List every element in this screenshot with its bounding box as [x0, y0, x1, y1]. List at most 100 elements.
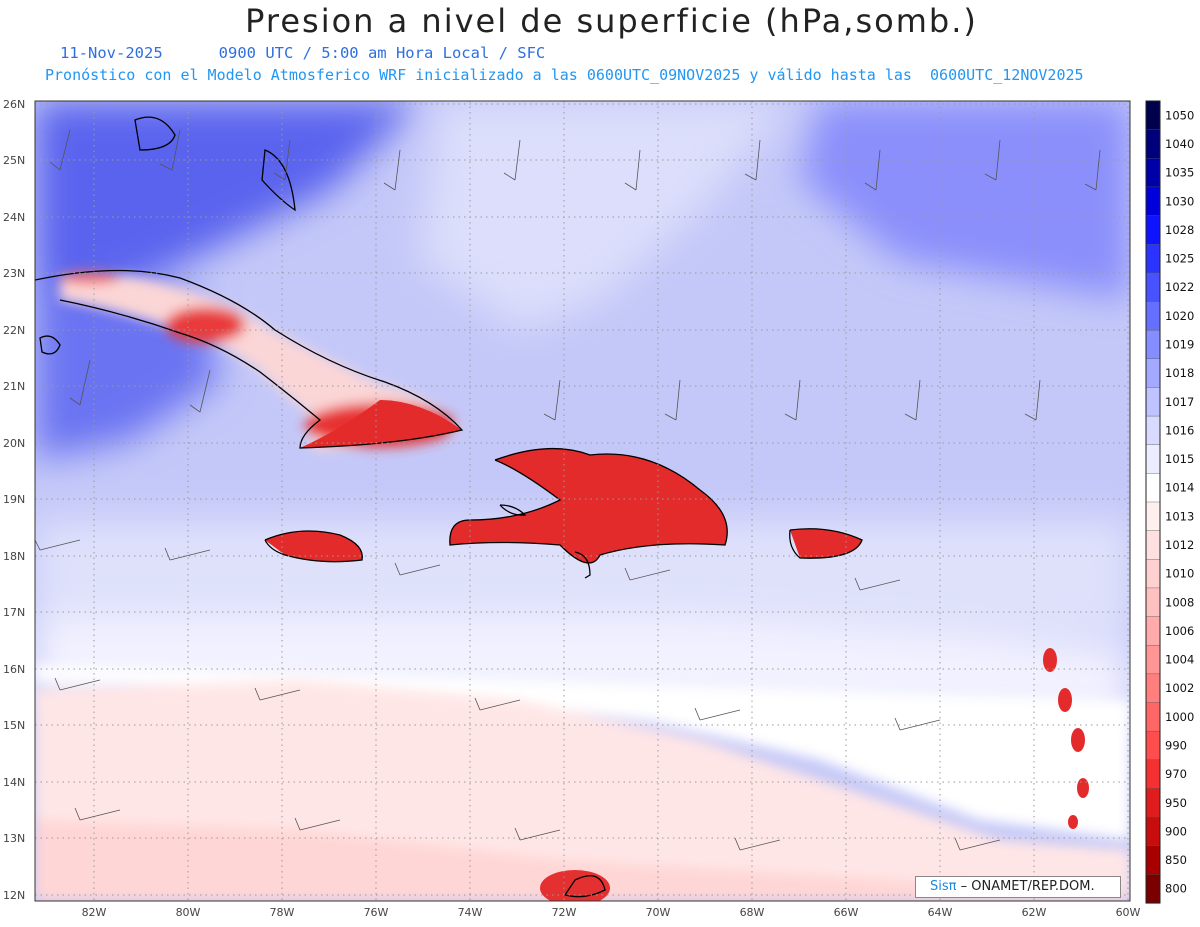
- colorbar-label: 1030: [1165, 194, 1194, 208]
- colorbar-swatch: [1145, 759, 1161, 790]
- lat-label: 17N: [3, 606, 25, 619]
- lat-label: 18N: [3, 550, 25, 563]
- colorbar-label: 950: [1165, 796, 1187, 810]
- colorbar-label: 1006: [1165, 624, 1194, 638]
- chart-title: Presion a nivel de superficie (hPa,somb.…: [245, 2, 978, 40]
- colorbar-label: 1014: [1165, 481, 1194, 495]
- lon-label: 80W: [176, 906, 201, 919]
- lat-label: 22N: [3, 324, 25, 337]
- colorbar-swatch: [1145, 845, 1161, 875]
- colorbar-swatch: [1145, 129, 1161, 159]
- lat-label: 21N: [3, 380, 25, 393]
- colorbar-swatch: [1145, 444, 1161, 474]
- colorbar-swatch: [1145, 100, 1161, 131]
- lat-label: 12N: [3, 889, 25, 902]
- lat-label: 15N: [3, 719, 25, 732]
- subtitle-date-line: 11-Nov-2025 0900 UTC / 5:00 am Hora Local…: [60, 44, 545, 62]
- colorbar-swatch: [1145, 186, 1161, 217]
- credit-box: Sisπ – ONAMET/REP.DOM.: [915, 876, 1121, 898]
- graticule: [35, 101, 1130, 901]
- lon-label: 62W: [1022, 906, 1047, 919]
- colorbar-swatch: [1145, 673, 1161, 704]
- colorbar-label: 900: [1165, 824, 1187, 838]
- colorbar-label: 1025: [1165, 252, 1194, 266]
- model-info-line: Pronóstico con el Modelo Atmosferico WRF…: [45, 66, 1084, 84]
- lat-label: 14N: [3, 776, 25, 789]
- wind-barbs: [34, 129, 1101, 851]
- colorbar-label: 1017: [1165, 395, 1194, 409]
- lat-label: 20N: [3, 437, 25, 450]
- colorbar-label: 1013: [1165, 509, 1194, 523]
- lon-label: 60W: [1116, 906, 1141, 919]
- colorbar-label: 1028: [1165, 223, 1194, 237]
- sispi-logo: Sisπ: [930, 879, 957, 894]
- lon-label: 76W: [364, 906, 389, 919]
- plot-frame: [34, 100, 1131, 902]
- lat-label: 24N: [3, 211, 25, 224]
- colorbar-swatch: [1145, 358, 1161, 389]
- colorbar-label: 850: [1165, 853, 1187, 867]
- colorbar-swatch: [1145, 816, 1161, 847]
- lon-label: 82W: [82, 906, 107, 919]
- lon-label: 78W: [270, 906, 295, 919]
- credit-text: – ONAMET/REP.DOM.: [956, 879, 1095, 894]
- colorbar-swatch: [1145, 415, 1161, 446]
- colorbar-label: 1018: [1165, 366, 1194, 380]
- colorbar-label: 1002: [1165, 681, 1194, 695]
- colorbar-label: 1020: [1165, 309, 1194, 323]
- forecast-date: 11-Nov-2025: [60, 44, 163, 62]
- colorbar-frame: [1145, 100, 1161, 904]
- colorbar-swatch: [1145, 329, 1161, 360]
- colorbar-swatch: [1145, 272, 1161, 303]
- colorbar-label: 970: [1165, 767, 1187, 781]
- colorbar-swatch: [1145, 215, 1161, 245]
- lat-label: 25N: [3, 154, 25, 167]
- colorbar-swatch: [1145, 301, 1161, 331]
- lon-label: 66W: [834, 906, 859, 919]
- colorbar-swatch: [1145, 645, 1161, 675]
- colorbar-label: 1040: [1165, 137, 1194, 151]
- colorbar-swatch: [1145, 387, 1161, 417]
- lat-label: 13N: [3, 832, 25, 845]
- colorbar-label: 1016: [1165, 423, 1194, 437]
- colorbar-label: 1000: [1165, 710, 1194, 724]
- colorbar-swatch: [1145, 501, 1161, 532]
- colorbar-swatch: [1145, 158, 1161, 188]
- lat-label: 26N: [3, 98, 25, 111]
- colorbar-label: 1019: [1165, 337, 1194, 351]
- colorbar-swatch: [1145, 874, 1161, 904]
- colorbar-label: 1012: [1165, 538, 1194, 552]
- lat-label: 16N: [3, 663, 25, 676]
- lon-label: 70W: [646, 906, 671, 919]
- colorbar-label: 1050: [1165, 108, 1194, 122]
- colorbar-label: 1022: [1165, 280, 1194, 294]
- colorbar-label: 1010: [1165, 567, 1194, 581]
- valid-time: 0900 UTC / 5:00 am Hora Local / SFC: [218, 44, 546, 62]
- colorbar-label: 990: [1165, 738, 1187, 752]
- colorbar-swatch: [1145, 244, 1161, 274]
- latitude-labels: 26N 25N 24N 23N 22N 21N 20N 19N 18N 17N …: [3, 98, 25, 902]
- lat-label: 19N: [3, 493, 25, 506]
- colorbar-label: 1035: [1165, 166, 1194, 180]
- colorbar-label: 1004: [1165, 653, 1194, 667]
- pressure-field: [35, 101, 1130, 901]
- lon-label: 74W: [458, 906, 483, 919]
- colorbar-swatch: [1145, 530, 1161, 560]
- lon-label: 64W: [928, 906, 953, 919]
- colorbar-swatch: [1145, 473, 1161, 503]
- lon-label: 68W: [740, 906, 765, 919]
- longitude-labels: 82W 80W 78W 76W 74W 72W 70W 68W 66W 64W …: [82, 906, 1141, 919]
- lon-label: 72W: [552, 906, 577, 919]
- colorbar: 1050 1040 1035 1030 1028 1025 1022 1020 1019 1018…: [1145, 100, 1194, 904]
- colorbar-label: 800: [1165, 882, 1187, 896]
- colorbar-label: 1015: [1165, 452, 1194, 466]
- colorbar-swatch: [1145, 587, 1161, 618]
- colorbar-swatch: [1145, 730, 1161, 761]
- colorbar-swatch: [1145, 616, 1161, 646]
- colorbar-swatch: [1145, 559, 1161, 589]
- colorbar-swatch: [1145, 702, 1161, 732]
- lat-label: 23N: [3, 267, 25, 280]
- colorbar-label: 1008: [1165, 595, 1194, 609]
- colorbar-swatch: [1145, 788, 1161, 818]
